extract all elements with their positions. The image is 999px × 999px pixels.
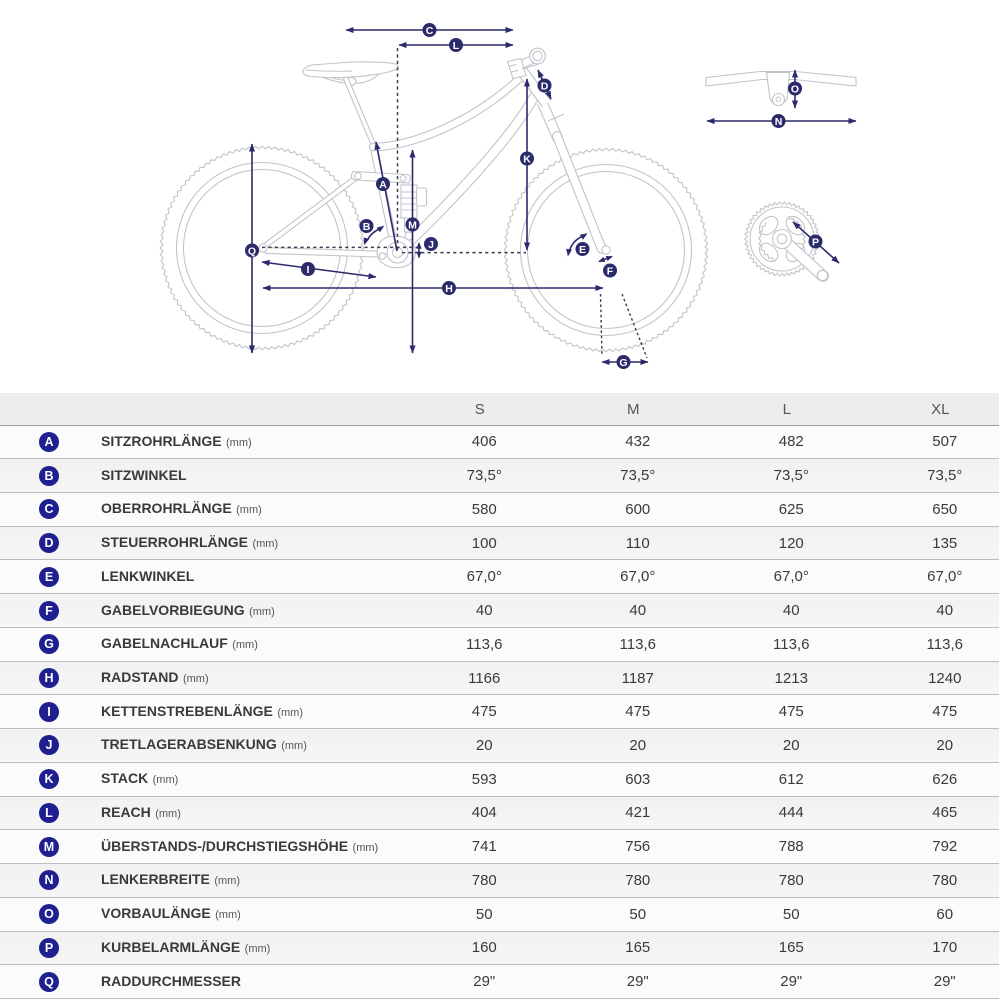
svg-text:O: O: [791, 83, 799, 95]
svg-text:L: L: [453, 40, 460, 52]
svg-text:N: N: [775, 116, 783, 128]
svg-text:C: C: [426, 25, 434, 37]
svg-text:H: H: [445, 283, 453, 295]
svg-text:A: A: [379, 179, 387, 191]
svg-text:E: E: [579, 244, 586, 256]
svg-text:G: G: [619, 357, 627, 369]
svg-text:B: B: [363, 221, 371, 233]
svg-text:D: D: [541, 80, 549, 92]
svg-text:J: J: [428, 239, 434, 251]
svg-text:F: F: [607, 265, 614, 277]
svg-text:K: K: [523, 153, 531, 165]
svg-text:I: I: [307, 264, 310, 276]
svg-text:M: M: [408, 219, 417, 231]
svg-text:Q: Q: [248, 245, 256, 257]
svg-text:P: P: [812, 236, 819, 248]
